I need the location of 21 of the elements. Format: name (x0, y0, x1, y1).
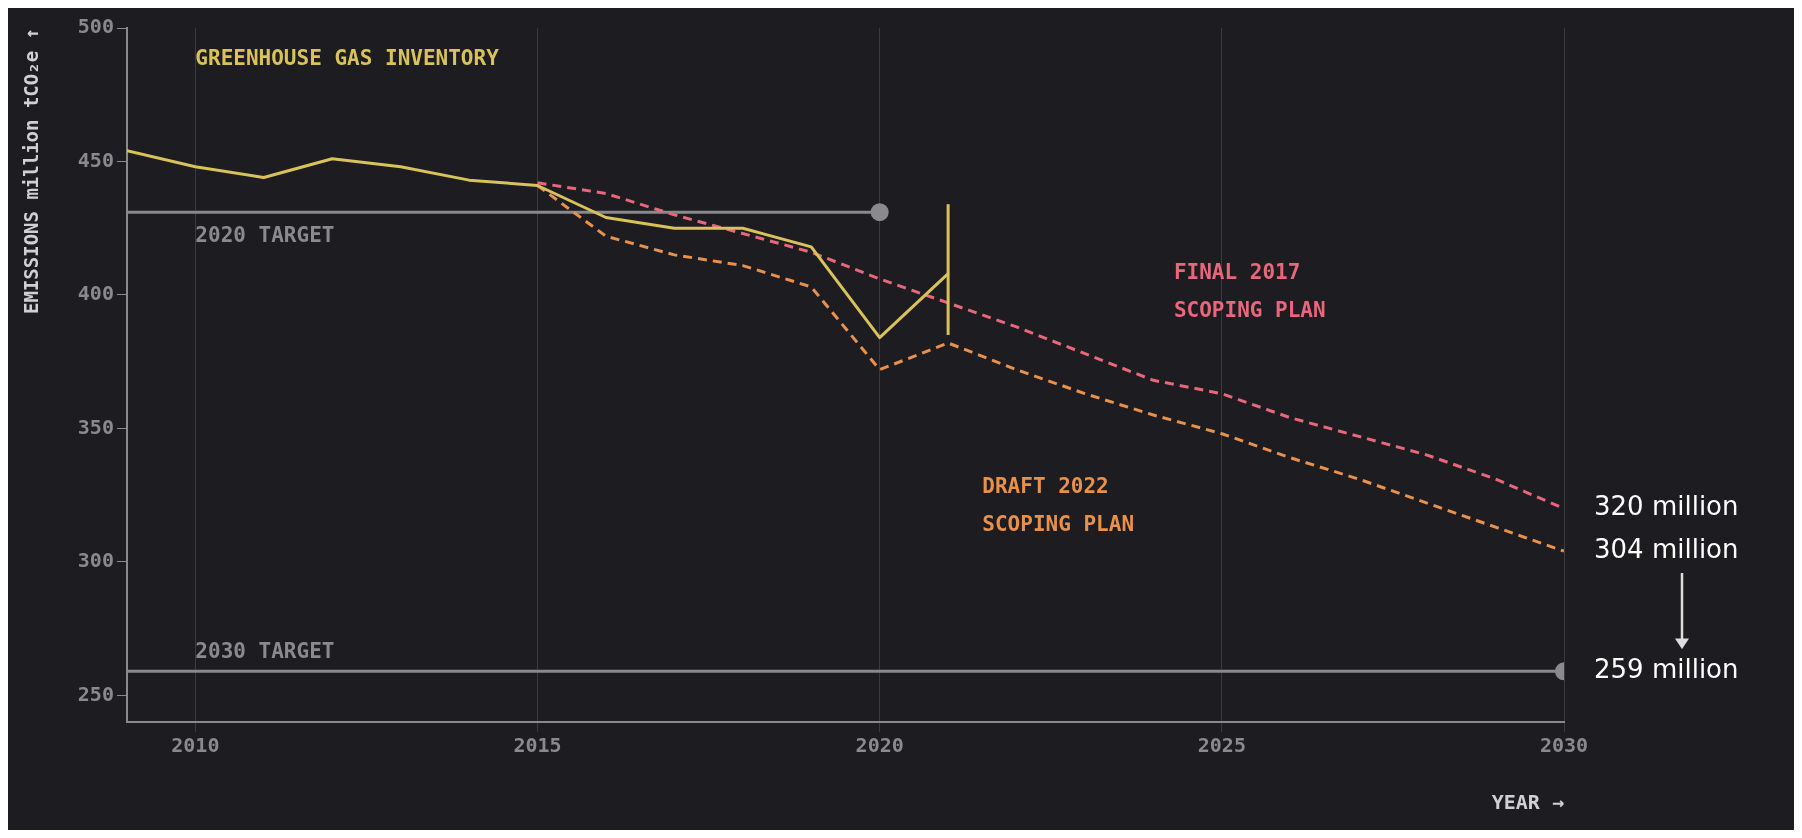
text: 320 million (1594, 491, 1739, 522)
text: GREENHOUSE GAS INVENTORY (195, 46, 500, 71)
y-tick-label: 400 (77, 281, 114, 306)
y-tick-label: 350 (77, 414, 114, 439)
y-tick-label: 300 (77, 548, 114, 573)
x-tick-label: 2020 (855, 733, 904, 758)
y-tick-label: 250 (77, 681, 114, 706)
y-tick-label: 500 (77, 14, 114, 39)
x-tick-label: 2025 (1197, 733, 1246, 758)
x-tick-label: 2010 (171, 733, 220, 758)
series-label: 2020 TARGET (195, 222, 335, 247)
y-axis-title: EMISSIONS million tCO₂e ↑ (20, 28, 43, 314)
text: DRAFT 2022 SCOPING PLAN (982, 473, 1135, 536)
text: FINAL 2017 SCOPING PLAN (1173, 260, 1326, 323)
series-label: 2030 TARGET (195, 639, 335, 664)
y-tick-label: 450 (77, 147, 114, 172)
x-axis-title: YEAR → (1491, 790, 1564, 815)
x-tick-label: 2015 (513, 733, 562, 758)
text: 259 million (1594, 654, 1739, 685)
text: 304 million (1594, 533, 1739, 564)
x-tick-label: 2030 (1539, 733, 1589, 758)
